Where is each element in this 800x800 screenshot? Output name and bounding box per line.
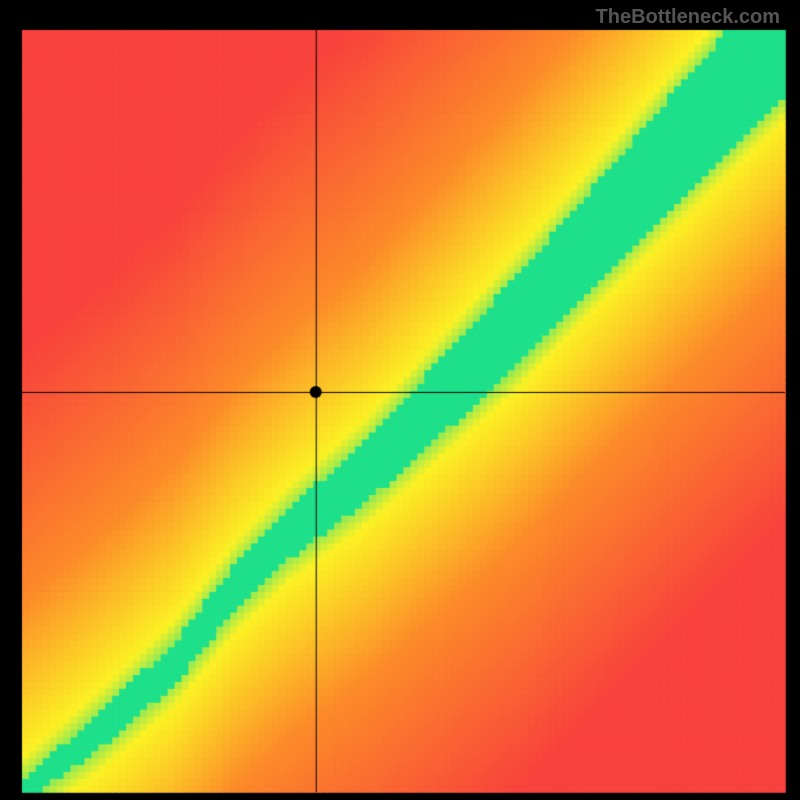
chart-container: TheBottleneck.com [0, 0, 800, 800]
bottleneck-heatmap [0, 0, 800, 800]
watermark-text: TheBottleneck.com [596, 6, 780, 29]
